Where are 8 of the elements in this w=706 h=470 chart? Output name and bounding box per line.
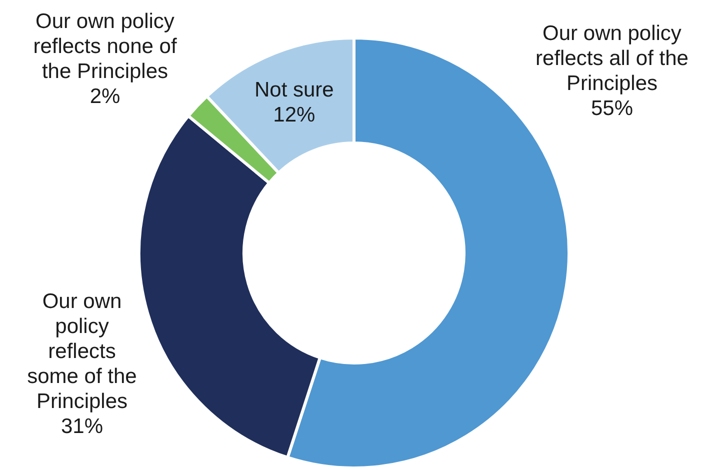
slice-label: Not sure	[254, 78, 334, 102]
data-label: 55%	[590, 97, 634, 120]
data-label: 12%	[273, 103, 316, 126]
slice-label: Our own policy reflects some of the Principles	[27, 290, 137, 413]
data-label: 2%	[90, 85, 120, 108]
data-label: 31%	[60, 415, 104, 438]
slice-label: Our own policy reflects all of the Principles	[536, 22, 688, 95]
slice-label: Our own policy reflects none of the Principles	[33, 10, 177, 83]
